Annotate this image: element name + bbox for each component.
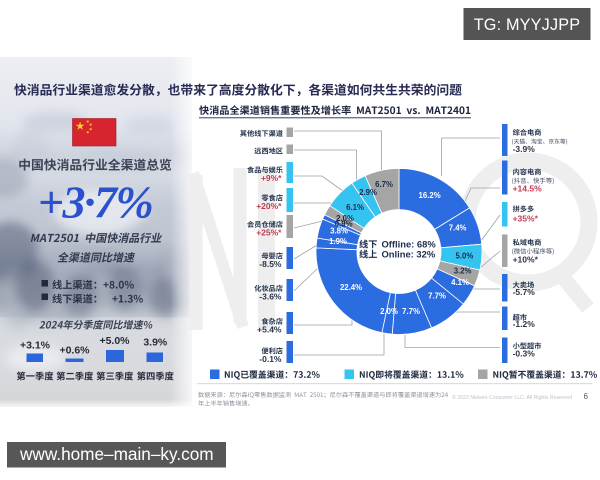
svg-text:+5.4%: +5.4% xyxy=(257,325,282,335)
svg-text:-3.9%: -3.9% xyxy=(513,144,536,154)
svg-text:7.7%: 7.7% xyxy=(428,292,446,301)
svg-text:-3.6%: -3.6% xyxy=(259,292,282,302)
svg-text:1.9%: 1.9% xyxy=(329,237,347,246)
svg-text:+14.5%: +14.5% xyxy=(513,184,543,194)
svg-text:-8.5%: -8.5% xyxy=(259,259,282,269)
svg-text:3.2%: 3.2% xyxy=(454,267,472,276)
svg-text:2.0%: 2.0% xyxy=(380,307,398,316)
svg-text:+10%*: +10%* xyxy=(513,255,539,265)
svg-text:+9%*: +9%* xyxy=(261,173,282,183)
svg-text:-5.7%: -5.7% xyxy=(513,287,536,297)
svg-text:TG: MYYJJPP: TG: MYYJJPP xyxy=(474,16,581,34)
svg-text:+5.0%: +5.0% xyxy=(99,335,130,347)
svg-text:-0.3%: -0.3% xyxy=(513,349,536,359)
svg-text:www.home–main–ky.com: www.home–main–ky.com xyxy=(19,444,214,464)
svg-text:22.4%: 22.4% xyxy=(340,283,362,292)
svg-text:7.4%: 7.4% xyxy=(449,224,467,233)
svg-text:6: 6 xyxy=(584,392,589,401)
svg-text:4.1%: 4.1% xyxy=(451,278,469,287)
svg-text:2.9%: 2.9% xyxy=(359,188,377,197)
svg-text:Offline: 68%: Offline: 68% xyxy=(382,239,437,250)
svg-text:© 2023 Nielsen Consumer LLC. A: © 2023 Nielsen Consumer LLC. All Rights … xyxy=(452,394,572,401)
svg-text:+35%*: +35%* xyxy=(513,214,539,224)
svg-text:3.9%: 3.9% xyxy=(143,337,168,349)
svg-text:7.7%: 7.7% xyxy=(402,307,420,316)
svg-text:5.0%: 5.0% xyxy=(456,252,474,261)
svg-text:+3.1%: +3.1% xyxy=(20,339,51,351)
svg-text:0.9%: 0.9% xyxy=(335,219,353,228)
svg-text:-1.2%: -1.2% xyxy=(513,319,536,329)
svg-text:16.2%: 16.2% xyxy=(419,191,441,200)
svg-text:6.1%: 6.1% xyxy=(346,203,364,212)
svg-text:+20%*: +20%* xyxy=(256,201,282,211)
svg-text:6.7%: 6.7% xyxy=(375,180,393,189)
svg-text:3.8%: 3.8% xyxy=(330,227,348,236)
svg-text:Online: 32%: Online: 32% xyxy=(382,249,436,260)
svg-text:-0.1%: -0.1% xyxy=(259,354,282,364)
svg-text:+3·7%: +3·7% xyxy=(38,177,153,228)
svg-text:+0.6%: +0.6% xyxy=(59,345,90,357)
svg-text:2.0%: 2.0% xyxy=(336,214,354,223)
svg-text:+25%*: +25%* xyxy=(256,228,282,238)
